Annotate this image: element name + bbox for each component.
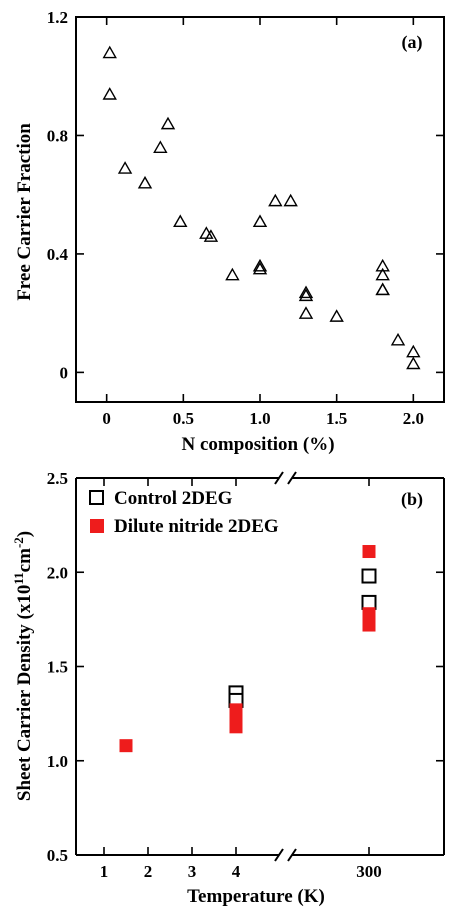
data-point-triangle	[375, 267, 390, 281]
x-tick-label-b: 1	[100, 862, 109, 881]
data-point-triangle	[283, 193, 298, 207]
y-axis-title-b-sup1: 11	[11, 572, 26, 584]
data-point-triangle	[102, 87, 117, 100]
data-point-triangle	[252, 261, 268, 275]
x-tick-label-a: 0.5	[173, 409, 194, 428]
y-tick-label-a: 0.4	[47, 245, 69, 264]
data-point-triangle	[268, 193, 283, 207]
axis-break-bottom	[274, 848, 297, 862]
data-point-dilute	[229, 709, 243, 723]
y-axis-title-b-mid: cm	[14, 548, 35, 572]
y-tick-label-b: 2.5	[47, 469, 68, 488]
x-tick-label-b-300: 300	[356, 862, 382, 881]
data-point-triangle	[102, 45, 117, 59]
data-point-dilute	[229, 720, 243, 734]
y-tick-label-b: 1.0	[47, 752, 68, 771]
points-b	[119, 545, 377, 753]
data-point-triangle	[390, 332, 406, 346]
data-point-triangle	[298, 285, 314, 299]
x-tick-label-a: 2.0	[403, 409, 424, 428]
y-axis-title-b-main: Sheet Carrier Density (x10	[14, 585, 35, 802]
x-tick-label-b: 2	[144, 862, 153, 881]
x-tick-label-b: 3	[188, 862, 197, 881]
y-axis-title-b-sup2: -2	[11, 537, 26, 548]
x-tick-label-a: 1.5	[326, 409, 347, 428]
y-tick-label-b: 1.5	[47, 658, 68, 677]
data-point-triangle	[252, 214, 268, 228]
data-point-triangle	[252, 258, 268, 272]
data-point-dilute	[362, 618, 376, 632]
x-tick-label-b: 4	[232, 862, 241, 881]
plot-frame-a	[75, 16, 445, 403]
data-point-triangle	[160, 116, 176, 130]
data-point-triangle	[375, 282, 390, 296]
data-point-dilute	[362, 545, 376, 559]
x-tick-label-a: 0	[102, 409, 111, 428]
data-point-triangle	[406, 344, 421, 358]
legend-marker-dilute	[90, 519, 104, 533]
data-point-triangle	[199, 226, 214, 239]
data-point-triangle	[225, 267, 240, 281]
points-a	[102, 45, 421, 370]
data-point-triangle	[153, 140, 168, 154]
data-point-triangle	[375, 282, 390, 296]
data-point-dilute	[119, 739, 133, 753]
chart-panel-b: 1 2 3 4 300 0.5 1.0 1.5 2.0 2.5 Control 2DEG Dilu…	[11, 469, 445, 907]
data-point-triangle	[329, 309, 344, 322]
panel-label-b: (b)	[401, 489, 423, 510]
ticks-a: 0 0.5 1.0 1.5 2.0 0 0.4 0.8 1.2	[47, 8, 444, 428]
y-tick-label-a: 0.8	[47, 126, 68, 145]
data-point-triangle	[298, 306, 314, 319]
data-point-triangle	[375, 258, 390, 272]
y-axis-title-a: Free Carrier Fraction	[14, 123, 35, 301]
data-point-triangle	[173, 214, 188, 228]
data-point-control	[361, 594, 377, 610]
y-tick-label-b: 2.0	[47, 563, 68, 582]
legend-label-dilute: Dilute nitride 2DEG	[114, 516, 279, 537]
data-point-control	[361, 568, 377, 584]
y-tick-label-a: 0	[60, 363, 69, 382]
data-point-triangle	[203, 229, 219, 242]
y-axis-title-b-end: )	[14, 531, 35, 537]
data-point-triangle	[406, 356, 421, 370]
ticks-b: 1 2 3 4 300 0.5 1.0 1.5 2.0 2.5	[47, 469, 444, 881]
legend-marker-control	[89, 490, 104, 505]
x-axis-title-a: N composition (%)	[181, 434, 334, 455]
panel-label-a: (a)	[402, 32, 423, 53]
y-tick-label-a: 1.2	[47, 8, 68, 27]
x-tick-label-a: 1.0	[249, 409, 270, 428]
y-tick-label-b: 0.5	[47, 846, 68, 865]
chart-panel-a: 0 0.5 1.0 1.5 2.0 0 0.4 0.8 1.2 (a) N compositio…	[14, 8, 445, 455]
axis-break-top	[274, 471, 297, 485]
data-point-triangle	[298, 288, 314, 302]
legend-label-control: Control 2DEG	[114, 488, 233, 509]
data-point-triangle	[117, 161, 133, 174]
x-axis-title-b: Temperature (K)	[187, 886, 325, 907]
y-axis-title-b: Sheet Carrier Density (x1011cm-2)	[11, 531, 35, 801]
legend: Control 2DEG Dilute nitride 2DEG	[89, 488, 279, 537]
data-point-triangle	[137, 175, 153, 189]
